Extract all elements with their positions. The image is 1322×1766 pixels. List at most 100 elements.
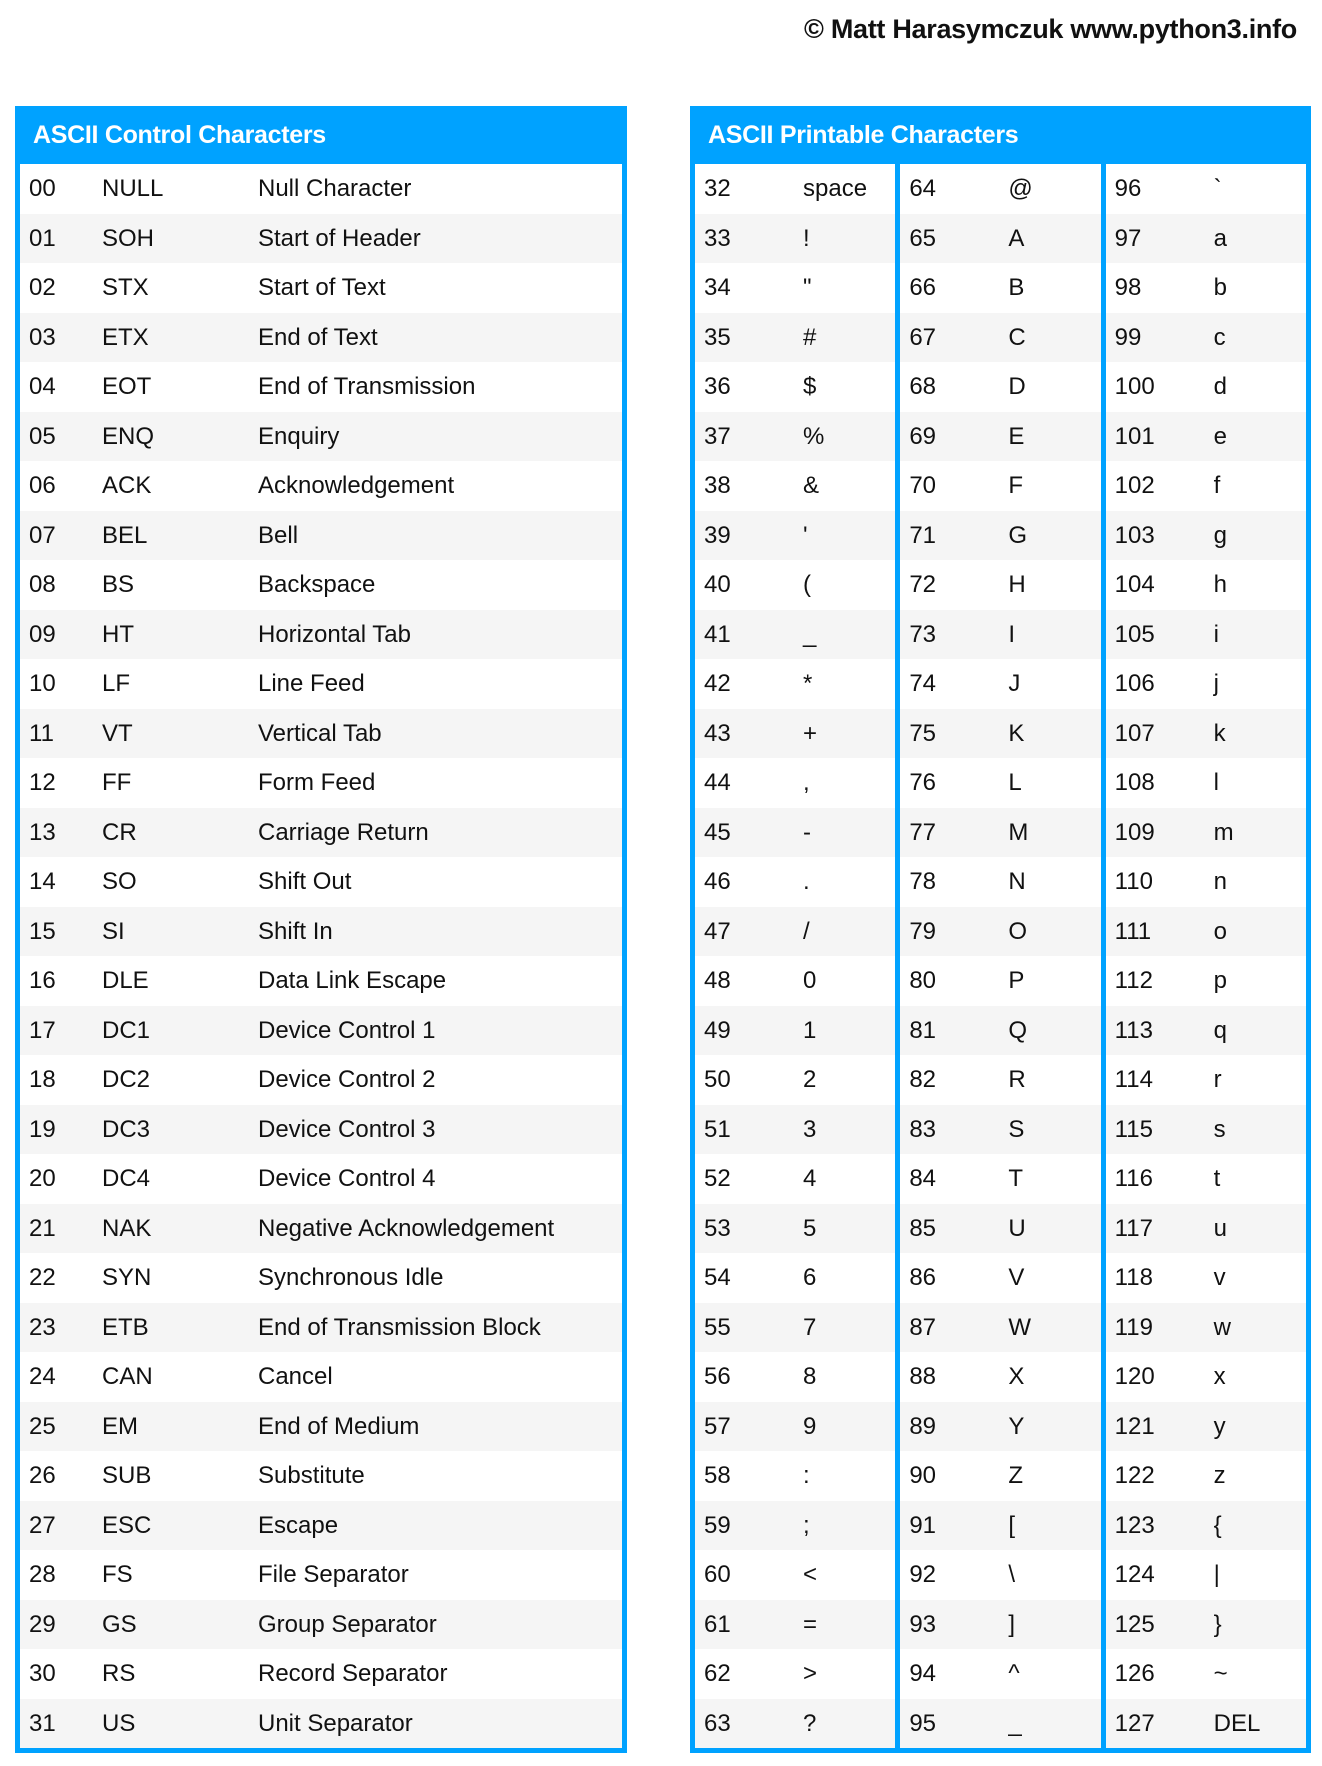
code: 92 [909,1561,937,1588]
code: 96 [1114,175,1142,202]
abbreviation: DC4 [102,1165,151,1192]
table-row: 83 S [900,1104,1101,1154]
table-row: 112 p [1106,956,1306,1006]
table-row: 100 d [1106,362,1306,412]
code: 43 [704,719,731,747]
table-row: 10 LF Line Feed [20,659,622,709]
code: 49 [704,1016,731,1044]
printable-column: 32 space 33! 34 " 35 #36 $37% 38 & 39 ' 40(41 _ 42 * 43 +… [695,164,896,1748]
code: 65 [909,224,937,252]
table-row: 80 P [900,956,1100,1006]
code: 00 [29,175,56,202]
table-row: 08 BS Backspace [20,560,622,610]
table-row: 65 A [900,213,1101,263]
code: 97 [1114,224,1142,252]
code: 19 [29,1115,56,1143]
table-row: 72 H [900,560,1100,610]
code: 127 [1114,1709,1155,1737]
table-row: 24 CAN Cancel [20,1352,622,1402]
code: 06 [29,472,56,499]
code: 87 [909,1313,937,1341]
code: 69 [909,422,937,450]
character: P [1008,967,1025,994]
table-row: 113 q [1105,1005,1306,1055]
table-row: 36 $ [695,362,895,412]
table-row: 33! [695,213,896,263]
table-row: 64 @ [900,164,1100,214]
table-row: 46. [695,857,895,907]
table-row: 101 e [1105,411,1306,461]
character: E [1008,422,1025,450]
table-row: 42 * [695,659,895,709]
code: 48 [704,967,731,994]
table-row: 18 DC2 Device Control 2 [20,1055,622,1105]
code: 23 [29,1313,56,1341]
character: ] [1008,1610,1015,1638]
description: Start of Text [258,274,386,301]
character: w [1213,1313,1231,1341]
character: + [803,719,818,747]
table-row: 58: [695,1451,895,1501]
code: 22 [29,1264,56,1291]
code: 15 [29,917,56,945]
character: M [1008,818,1029,846]
abbreviation: SI [102,917,125,945]
table-row: 23 ETB End of Transmission Block [20,1302,622,1352]
code: 110 [1114,868,1153,895]
character: \ [1008,1561,1015,1588]
character: ? [803,1709,817,1737]
code: 04 [29,373,56,400]
character: = [803,1610,818,1638]
character: Q [1008,1016,1027,1044]
character: B [1008,274,1025,301]
table-row: 97 a [1105,213,1306,263]
code: 37 [704,422,731,450]
description: Device Control 2 [258,1066,436,1093]
abbreviation: FF [102,769,132,796]
table-row: 89 Y [900,1401,1101,1451]
character: 5 [803,1214,817,1242]
code: 122 [1114,1462,1155,1489]
code: 50 [704,1066,731,1093]
character: * [803,670,813,697]
code: 120 [1114,1363,1155,1390]
code: 73 [909,620,937,648]
table-row: 13 CR Carriage Return [20,807,622,857]
abbreviation: US [102,1709,136,1737]
table-row: 00 NULL Null Character [20,164,622,214]
table-row: 25 EM End of Medium [20,1401,622,1451]
code: 79 [909,917,937,945]
description: Enquiry [258,422,340,450]
character: f [1213,472,1221,499]
table-row: 01 SOH Start of Header [20,213,622,263]
abbreviation: VT [102,719,133,747]
code: 13 [29,818,56,846]
character: O [1008,917,1027,945]
character: K [1008,719,1025,747]
character: A [1008,224,1025,252]
code: 09 [29,620,56,648]
code: 88 [909,1363,937,1390]
description: Data Link Escape [258,967,447,994]
code: 80 [909,967,937,994]
table-row: 78 N [900,857,1100,907]
table-row: 52 4 [695,1154,895,1204]
description: Line Feed [258,670,365,697]
description: Device Control 1 [258,1016,436,1044]
description: Form Feed [258,769,376,796]
character: p [1213,967,1228,994]
description: Shift Out [258,868,352,895]
table-row: 26 SUB Substitute [20,1451,622,1501]
code: 17 [29,1016,56,1044]
table-row: 47 / [695,906,896,956]
character: 6 [803,1264,817,1291]
abbreviation: DLE [102,967,149,994]
table-body: 32 space 33! 34 " 35 #36 $37% 38 & 39 ' 40(41 _ 42 * 43 +… [695,164,1306,1748]
table-row: 60 < [695,1550,895,1600]
code: 41 [704,620,731,648]
character: z [1213,1462,1226,1489]
table-row: 49 1 [695,1005,896,1055]
table-row: 21 NAK Negative Acknowledgement [20,1203,622,1253]
table-row: 107 k [1105,708,1306,758]
code: 10 [29,670,56,697]
